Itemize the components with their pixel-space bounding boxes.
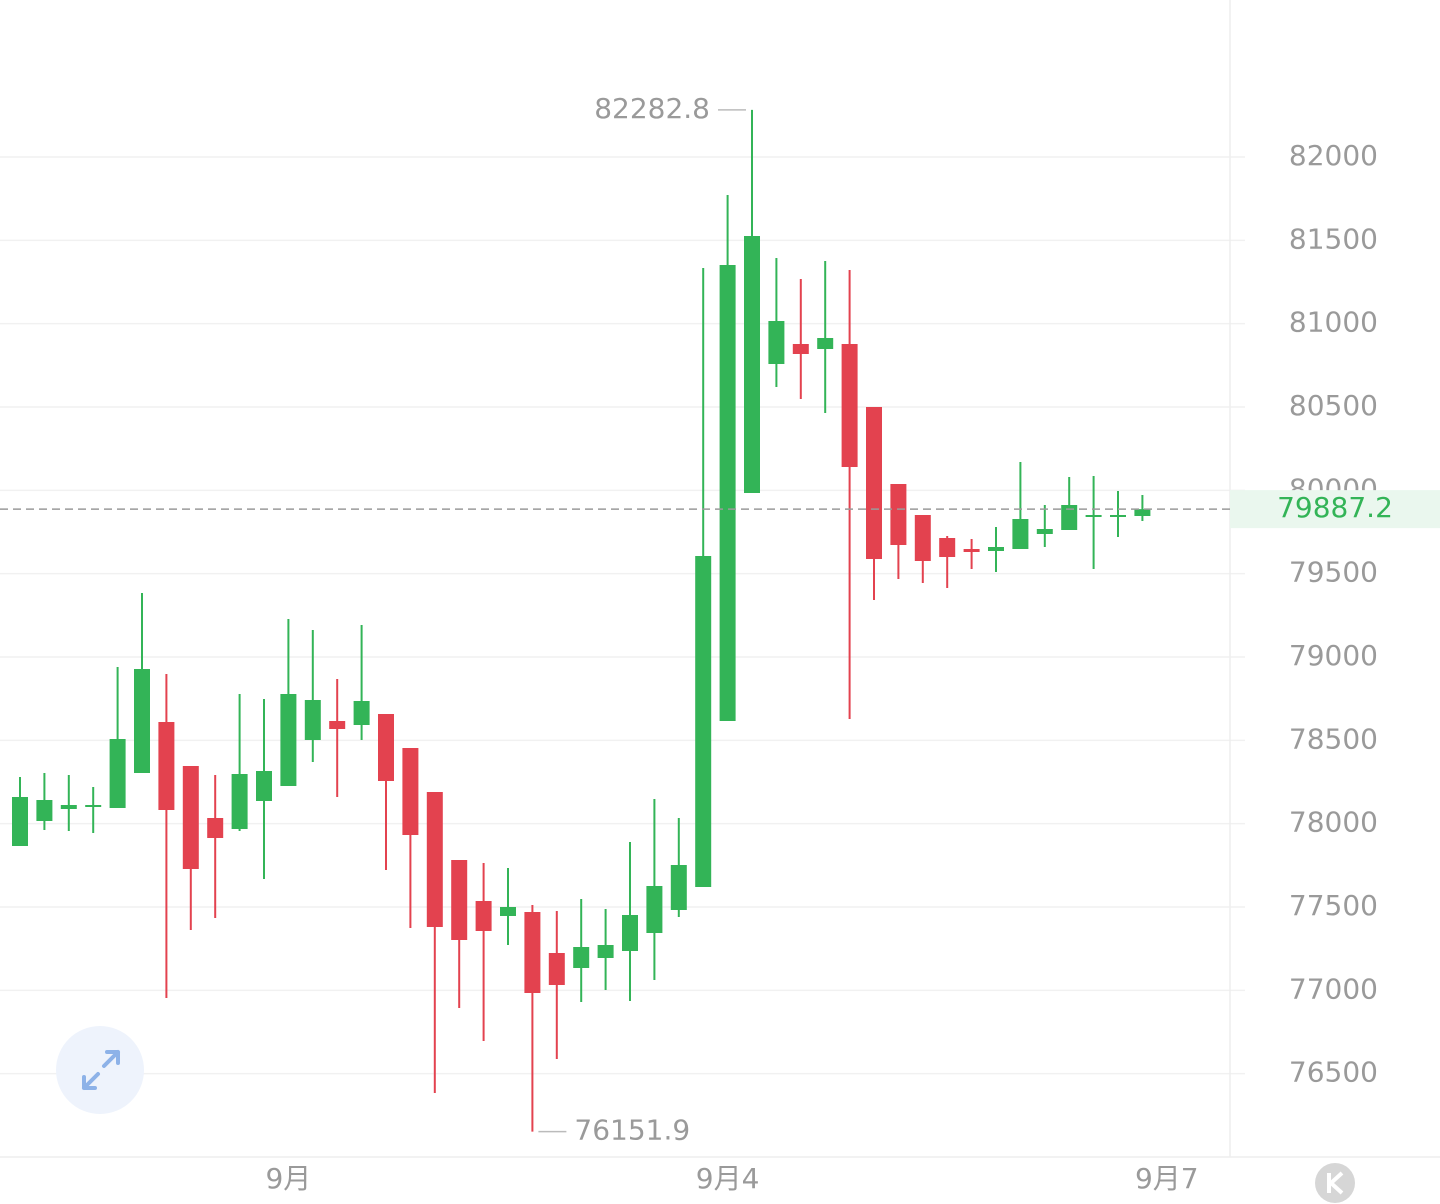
last-price-label: 79887.2 xyxy=(1277,491,1393,524)
y-tick-label: 79000 xyxy=(1289,639,1378,672)
y-tick-label: 82000 xyxy=(1289,139,1378,172)
candle-body xyxy=(426,792,443,927)
candle-body xyxy=(1134,509,1151,516)
candle-body xyxy=(36,800,53,821)
candle-body xyxy=(158,722,175,810)
candle-body xyxy=(280,694,297,786)
candle-body xyxy=(695,556,712,887)
y-tick-label: 81000 xyxy=(1289,306,1378,339)
low-label: 76151.9 xyxy=(574,1114,690,1147)
candle-body xyxy=(914,515,931,561)
candle-body xyxy=(792,344,809,354)
last-price-tag xyxy=(1230,490,1440,529)
candle-body xyxy=(231,774,248,829)
candle-body xyxy=(207,818,224,838)
y-tick-label: 77500 xyxy=(1289,889,1378,922)
candle-body xyxy=(1036,529,1053,534)
candle-body xyxy=(573,947,590,968)
candle-body xyxy=(1110,515,1126,517)
candle-body xyxy=(329,721,346,729)
candle-body xyxy=(963,549,980,552)
candle-body xyxy=(12,797,28,846)
candle-body xyxy=(353,701,370,725)
candle-body xyxy=(548,953,565,985)
high-label: 82282.8 xyxy=(594,92,710,125)
candle-body xyxy=(670,865,687,910)
candle-body xyxy=(182,766,199,869)
y-tick-label: 81500 xyxy=(1289,222,1378,255)
logo xyxy=(1315,1163,1355,1203)
candle-body xyxy=(85,805,102,807)
candle-body xyxy=(451,860,468,940)
candle-body xyxy=(304,700,321,740)
logo-bg xyxy=(1315,1163,1355,1203)
candle-body xyxy=(1012,519,1029,549)
candle-body xyxy=(841,344,858,467)
logo-k xyxy=(1327,1171,1344,1195)
candle-body xyxy=(500,907,516,916)
candle-body xyxy=(475,901,492,931)
candle-body xyxy=(988,547,1004,551)
candle-body xyxy=(378,714,394,781)
y-tick-label: 78000 xyxy=(1289,806,1378,839)
candle-body xyxy=(256,771,272,801)
candle-body xyxy=(719,265,736,721)
candle-body xyxy=(866,407,882,559)
expand-bg[interactable] xyxy=(56,1026,144,1114)
candle-body xyxy=(60,805,77,809)
candle-body xyxy=(890,484,907,545)
y-tick-label: 76500 xyxy=(1289,1056,1378,1089)
x-tick-label: 9月4 xyxy=(696,1162,760,1195)
candle-body xyxy=(597,945,614,958)
y-tick-label: 78500 xyxy=(1289,722,1378,755)
candle-body xyxy=(939,538,956,557)
candle-body xyxy=(646,886,663,933)
x-tick-label: 9月 xyxy=(265,1162,311,1195)
candle-body xyxy=(402,748,419,835)
candle-body xyxy=(134,669,150,773)
x-tick-label: 9月7 xyxy=(1135,1162,1199,1195)
candle-body xyxy=(524,912,541,993)
candle-body xyxy=(1085,515,1102,517)
candle-body xyxy=(1061,505,1078,530)
expand-button[interactable] xyxy=(56,1026,144,1114)
candle-body xyxy=(768,321,785,364)
candle-body xyxy=(744,236,760,493)
candle-body xyxy=(109,739,126,808)
y-tick-label: 80500 xyxy=(1289,389,1378,422)
y-tick-label: 79500 xyxy=(1289,556,1378,589)
candle-body xyxy=(817,338,834,349)
expand-icon[interactable] xyxy=(82,1050,120,1090)
candle-body xyxy=(622,915,638,951)
y-tick-label: 77000 xyxy=(1289,972,1378,1005)
